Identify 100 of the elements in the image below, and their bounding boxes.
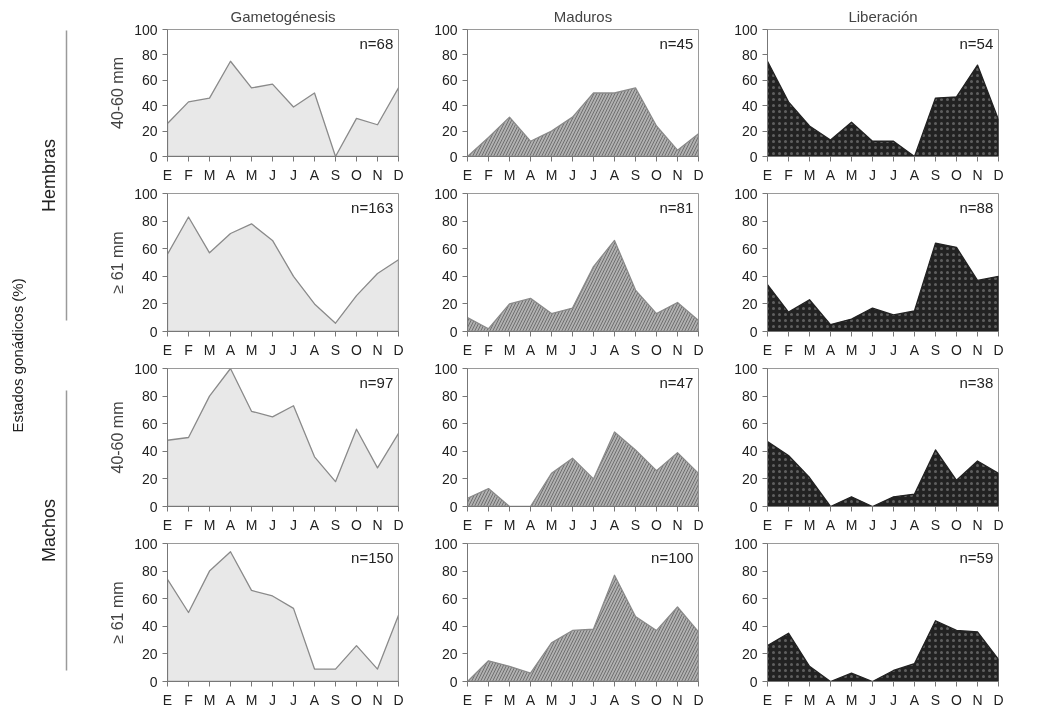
annotation: n=59 [959, 549, 994, 567]
x-tick-label: F [184, 691, 193, 708]
x-tick-label: E [762, 691, 773, 708]
x-tick-label: S [330, 341, 341, 358]
x-tick-label: S [630, 341, 641, 358]
x-tick-label: A [609, 691, 620, 708]
x-tick-label: O [951, 166, 963, 183]
annotation: n=38 [959, 374, 994, 392]
x-tick-label: A [309, 166, 320, 183]
y-tick-label: 40 [741, 443, 758, 460]
y-tick-label: 100 [134, 185, 158, 202]
x-tick-label: F [184, 166, 193, 183]
y-tick-label: 40 [141, 97, 158, 114]
y-tick-label: 20 [741, 123, 758, 140]
y-tick-label: 100 [434, 535, 458, 552]
x-tick-label: O [651, 516, 663, 533]
x-tick-label: E [762, 341, 773, 358]
y-tick-label: 0 [749, 148, 758, 165]
x-tick-label: A [525, 516, 536, 533]
x-tick-label: O [651, 691, 663, 708]
annotation: n=163 [351, 199, 394, 217]
y-tick-label: 60 [741, 590, 758, 607]
x-tick-label: O [951, 341, 963, 358]
x-tick-label: J [569, 341, 576, 358]
annotation: n=68 [359, 34, 394, 52]
x-tick-label: J [269, 516, 276, 533]
x-tick-label: F [484, 516, 493, 533]
x-tick-label: F [784, 516, 793, 533]
x-tick-label: S [630, 166, 641, 183]
y-tick-label: 0 [449, 498, 458, 515]
x-tick-label: F [484, 166, 493, 183]
x-tick-label: M [803, 341, 816, 358]
y-tick-label: 20 [141, 123, 158, 140]
x-tick-label: E [462, 691, 473, 708]
x-tick-label: E [462, 516, 473, 533]
x-tick-label: J [569, 691, 576, 708]
x-tick-label: F [784, 166, 793, 183]
y-tick-label: 80 [441, 388, 458, 405]
x-tick-label: D [993, 691, 1004, 708]
x-tick-label: S [330, 166, 341, 183]
y-tick-label: 60 [141, 240, 158, 257]
annotation: n=88 [959, 199, 994, 217]
x-tick-label: M [203, 341, 216, 358]
y-tick-label: 60 [441, 415, 458, 432]
annotation: n=81 [659, 199, 694, 217]
x-tick-label: A [225, 516, 236, 533]
x-tick-label: N [672, 691, 683, 708]
x-tick-label: M [545, 691, 558, 708]
x-tick-label: J [290, 166, 297, 183]
x-tick-label: J [590, 341, 597, 358]
x-tick-label: S [930, 166, 941, 183]
chart-title: Maduros [553, 7, 613, 25]
y-tick-label: 60 [741, 240, 758, 257]
x-tick-label: M [845, 691, 858, 708]
y-tick-label: 0 [149, 323, 158, 340]
y-tick-label: 60 [141, 415, 158, 432]
x-tick-label: M [503, 691, 516, 708]
y-tick-label: 40 [741, 268, 758, 285]
x-tick-label: E [462, 341, 473, 358]
x-tick-label: O [651, 166, 663, 183]
x-tick-label: A [909, 516, 920, 533]
x-tick-label: D [693, 691, 704, 708]
y-tick-label: 0 [449, 148, 458, 165]
x-tick-label: A [525, 166, 536, 183]
chart-title: Liberación [848, 7, 918, 25]
y-tick-label: 40 [141, 268, 158, 285]
x-tick-label: D [393, 166, 404, 183]
x-tick-label: J [569, 516, 576, 533]
y-tick-label: 20 [141, 645, 158, 662]
annotation: n=150 [351, 549, 394, 567]
x-tick-label: E [162, 516, 173, 533]
x-tick-label: M [203, 516, 216, 533]
x-tick-label: N [972, 691, 983, 708]
y-tick-label: 80 [741, 388, 758, 405]
x-tick-label: J [590, 516, 597, 533]
x-tick-label: M [245, 691, 258, 708]
y-tick-label: 100 [134, 535, 158, 552]
y-tick-label: 20 [741, 645, 758, 662]
x-tick-label: J [569, 166, 576, 183]
x-tick-label: F [184, 516, 193, 533]
x-tick-label: A [309, 341, 320, 358]
x-tick-label: J [890, 691, 897, 708]
x-tick-label: A [825, 691, 836, 708]
x-tick-label: E [162, 166, 173, 183]
annotation: n=100 [651, 549, 694, 567]
y-tick-label: 20 [441, 295, 458, 312]
x-tick-label: M [803, 691, 816, 708]
annotation: n=47 [659, 374, 694, 392]
x-tick-label: O [951, 516, 963, 533]
x-tick-label: J [290, 691, 297, 708]
x-tick-label: F [484, 341, 493, 358]
y-tick-label: 20 [441, 645, 458, 662]
x-tick-label: A [309, 691, 320, 708]
y-tick-label: 80 [441, 213, 458, 230]
y-tick-label: 100 [134, 360, 158, 377]
x-tick-label: J [590, 166, 597, 183]
y-tick-label: 80 [741, 563, 758, 580]
y-tick-label: 0 [749, 323, 758, 340]
y-tick-label: 80 [441, 46, 458, 63]
y-tick-label: 60 [441, 240, 458, 257]
